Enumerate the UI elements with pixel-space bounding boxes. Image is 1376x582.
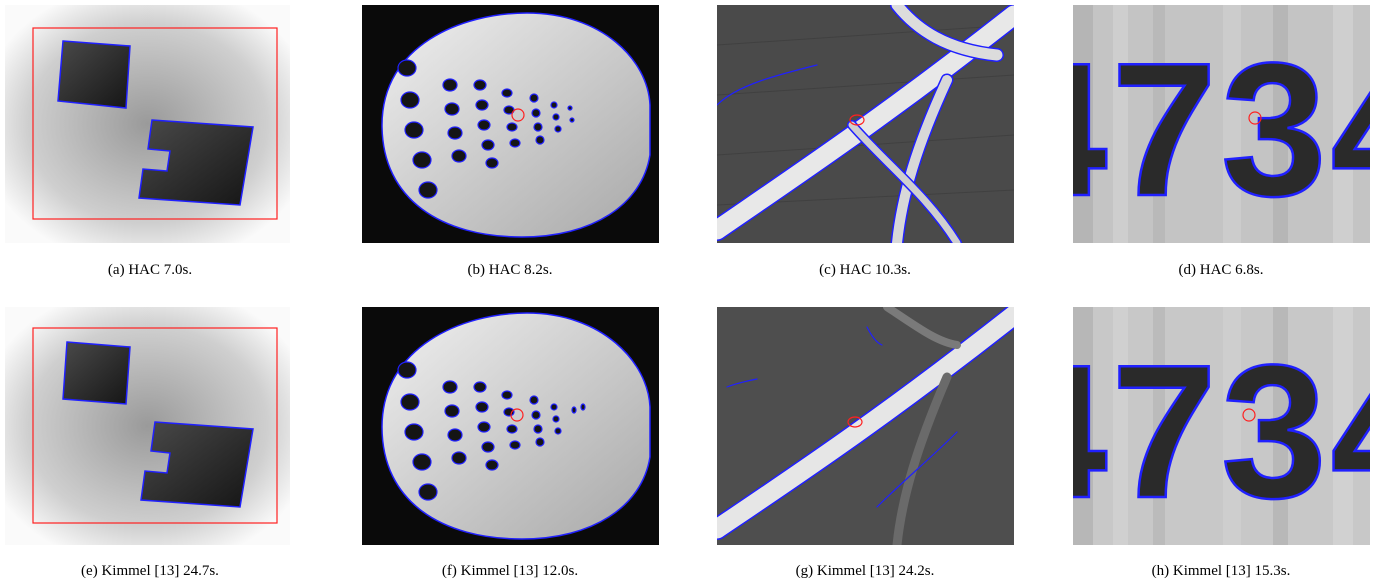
- leaf-image: [717, 5, 1014, 243]
- caption-h: (h) Kimmel [13] 15.3s.: [1151, 563, 1291, 579]
- segmented-u-shape: [140, 421, 254, 508]
- initial-contour: [32, 27, 278, 220]
- holes: [397, 361, 586, 501]
- holes: [397, 59, 575, 199]
- initial-contour: [849, 114, 865, 126]
- panel-g-leaf-kimmel: [717, 307, 1014, 545]
- panel-d-digits-hac: 4734: [1073, 5, 1370, 243]
- caption-g: (g) Kimmel [13] 24.2s.: [795, 563, 935, 579]
- panel-a-synthetic-hac: [5, 5, 290, 243]
- caption-e: (e) Kimmel [13] 24.7s.: [81, 563, 219, 579]
- caption-d: (d) HAC 6.8s.: [1178, 262, 1264, 278]
- plate-image: [362, 307, 659, 545]
- segmented-u-shape: [138, 119, 254, 206]
- digits-text: 4734: [1073, 326, 1370, 538]
- caption-f: (f) Kimmel [13] 12.0s.: [441, 563, 579, 579]
- segmented-square: [62, 341, 131, 405]
- panel-e-synthetic-kimmel: [5, 307, 290, 545]
- initial-contour: [847, 416, 863, 428]
- digits-text: 4734: [1073, 24, 1370, 236]
- leaf-image: [717, 307, 1014, 545]
- panel-c-leaf-hac: [717, 5, 1014, 243]
- initial-contour: [510, 408, 524, 422]
- synthetic-image: [5, 307, 290, 545]
- plate-image: [362, 5, 659, 243]
- panel-f-plate-kimmel: [362, 307, 659, 545]
- caption-b: (b) HAC 8.2s.: [467, 262, 553, 278]
- initial-contour: [32, 327, 278, 524]
- initial-contour: [1242, 408, 1256, 422]
- initial-contour: [511, 108, 525, 122]
- digits-image: 4734: [1073, 307, 1370, 545]
- synthetic-image: [5, 5, 290, 243]
- initial-contour: [1248, 111, 1262, 125]
- caption-c: (c) HAC 10.3s.: [819, 262, 911, 278]
- panel-h-digits-kimmel: 4734: [1073, 307, 1370, 545]
- segmented-square: [57, 40, 131, 109]
- digits-image: 4734: [1073, 5, 1370, 243]
- caption-a: (a) HAC 7.0s.: [107, 262, 193, 278]
- panel-b-plate-hac: [362, 5, 659, 243]
